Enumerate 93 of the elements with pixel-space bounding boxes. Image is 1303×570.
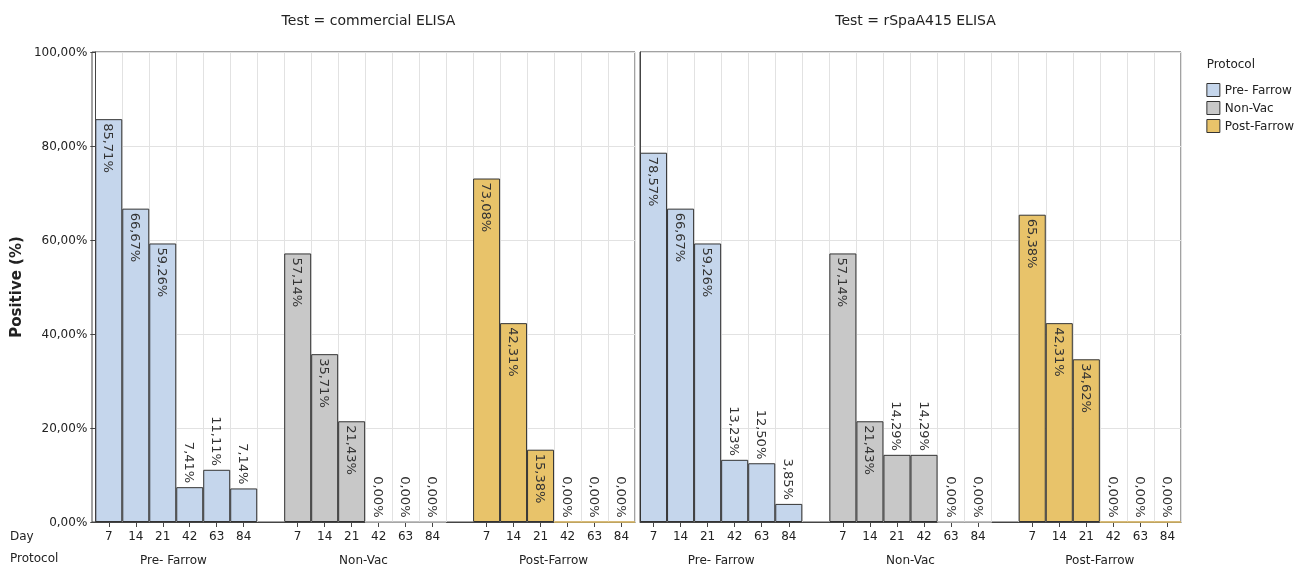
y-tick-label: 80,00%: [41, 139, 88, 153]
data-label: 59,26%: [155, 247, 171, 298]
data-label: 11,11%: [209, 416, 225, 466]
data-label: 0,00%: [1105, 476, 1121, 518]
data-label: 73,08%: [479, 182, 495, 233]
data-label: 0,00%: [970, 476, 986, 518]
y-tick-label: 20,00%: [41, 421, 88, 435]
data-label: 0,00%: [614, 476, 630, 518]
data-label: 3,85%: [781, 458, 797, 500]
chart-title: Test = commercial ELISA: [280, 12, 456, 28]
x-tick-label: 84: [424, 529, 441, 543]
data-label: 0,00%: [371, 476, 387, 518]
chart-title: Test = rSpaA415 ELISA: [834, 12, 997, 28]
legend-label: Post-Farrow: [1224, 119, 1295, 133]
x-tick-label: 7: [104, 529, 113, 543]
data-label: 12,50%: [754, 409, 770, 460]
y-tick-label: 0,00%: [49, 515, 88, 529]
text: Day: [10, 529, 34, 543]
data-label: 15,38%: [533, 453, 549, 504]
data-label: 65,38%: [1024, 218, 1040, 269]
x-tick-label: 7: [293, 529, 302, 543]
data-label: 78,57%: [646, 156, 662, 207]
x-tick-label: 84: [970, 529, 986, 543]
x-tick-label: 63: [397, 529, 414, 543]
x-tick-label: 84: [1159, 529, 1176, 543]
x-tick-label: 14: [128, 529, 144, 543]
data-label: 59,26%: [700, 247, 716, 298]
data-label: 35,71%: [317, 358, 333, 408]
x-tick-label: 63: [209, 529, 225, 543]
x-tick-label: 7: [839, 529, 847, 543]
text: Post-Farrow: [1065, 553, 1135, 567]
data-label: 0,00%: [1132, 476, 1148, 518]
x-tick-label: 63: [943, 529, 959, 543]
data-label: 21,43%: [862, 425, 878, 475]
y-tick-label: 100,00%: [33, 45, 88, 59]
x-tick-label: 42: [371, 529, 387, 543]
text: Non-Vac: [339, 553, 388, 567]
x-tick-label: 63: [1132, 529, 1149, 543]
x-tick-label: 84: [781, 529, 797, 543]
y-tick-label: 60,00%: [41, 233, 88, 247]
x-tick-label: 42: [182, 529, 198, 543]
x-tick-label: 42: [727, 529, 743, 543]
x-tick-label: 63: [754, 529, 770, 543]
x-tick-label: 42: [559, 529, 576, 543]
x-tick-label: 14: [317, 529, 333, 543]
x-tick-label: 14: [672, 529, 689, 543]
data-label: 85,71%: [101, 123, 117, 173]
text: Pre- Farrow: [139, 553, 208, 567]
x-tick-label: 7: [1028, 529, 1037, 543]
text: Pre- Farrow: [687, 553, 755, 567]
data-label: 0,00%: [943, 476, 959, 518]
data-label: 0,00%: [398, 476, 414, 518]
text: Non-Vac: [886, 553, 935, 567]
data-label: 42,31%: [506, 327, 522, 377]
legend-title: Protocol: [1206, 57, 1255, 71]
text: Protocol: [10, 551, 59, 565]
legend-label: Pre- Farrow: [1224, 83, 1292, 97]
x-tick-label: 14: [505, 529, 522, 543]
y-tick-label: 40,00%: [41, 327, 88, 341]
x-tick-label: 84: [613, 529, 630, 543]
data-label: 34,62%: [1078, 363, 1094, 413]
x-tick-label: 7: [482, 529, 491, 543]
x-tick-label: 21: [532, 529, 549, 543]
legend-label: Non-Vac: [1224, 101, 1274, 115]
x-tick-label: 21: [889, 529, 905, 543]
data-label: 21,43%: [344, 425, 360, 475]
data-label: 13,23%: [727, 406, 743, 456]
data-label: 0,00%: [560, 476, 576, 518]
data-label: 57,14%: [290, 257, 306, 308]
data-label: 7,14%: [236, 443, 252, 485]
x-tick-label: 14: [862, 529, 878, 543]
x-tick-label: 63: [586, 529, 603, 543]
data-label: 14,29%: [889, 401, 905, 451]
data-label: 66,67%: [128, 212, 144, 263]
x-tick-label: 21: [155, 529, 171, 543]
x-tick-label: 84: [236, 529, 252, 543]
text: Post-Farrow: [518, 553, 589, 567]
x-tick-label: 21: [344, 529, 360, 543]
data-label: 42,31%: [1051, 327, 1067, 377]
data-label: 7,41%: [182, 441, 198, 484]
x-tick-label: 42: [1105, 529, 1122, 543]
x-tick-label: 14: [1051, 529, 1067, 543]
data-label: 0,00%: [1159, 476, 1175, 518]
y-axis-title: Positive (%): [6, 236, 25, 338]
x-tick-label: 21: [1078, 529, 1094, 543]
x-tick-label: 21: [699, 529, 716, 543]
data-label: 57,14%: [835, 257, 851, 308]
data-label: 0,00%: [587, 476, 603, 518]
x-tick-label: 42: [916, 529, 932, 543]
data-label: 0,00%: [425, 476, 441, 518]
data-label: 66,67%: [673, 212, 689, 263]
data-label: 14,29%: [916, 401, 932, 451]
x-tick-label: 7: [649, 529, 658, 543]
